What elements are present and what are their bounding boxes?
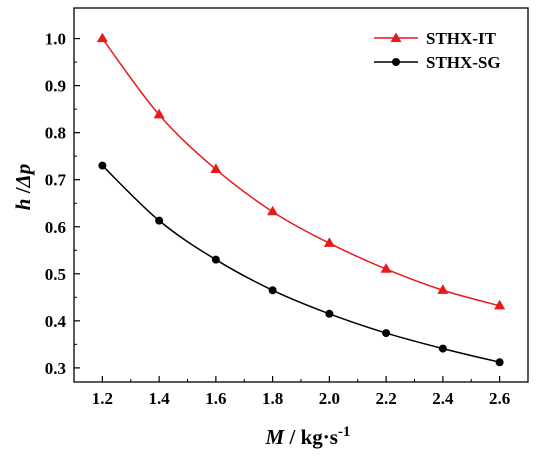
- y-tick-label: 1.0: [45, 30, 66, 49]
- data-point-sthx-sg: [211, 255, 220, 264]
- data-point-sthx-sg: [155, 216, 164, 225]
- y-tick-label: 0.6: [45, 218, 66, 237]
- y-axis-title-slash: /: [11, 186, 35, 198]
- data-point-sthx-sg: [98, 161, 107, 170]
- y-tick-label: 0.9: [45, 77, 66, 96]
- data-point-sthx-it: [210, 163, 222, 173]
- x-tick-label: 1.2: [92, 389, 113, 408]
- data-point-sthx-it: [153, 108, 165, 119]
- legend-marker-sthx-it: [390, 32, 402, 42]
- y-axis-title-delta: Δ: [11, 174, 35, 188]
- y-tick-label: 0.5: [45, 265, 66, 284]
- x-axis-title-sup: -1: [338, 424, 351, 440]
- x-tick-label: 2.0: [319, 389, 340, 408]
- data-point-sthx-sg: [325, 309, 334, 318]
- y-axis-title-var2: p: [11, 164, 35, 177]
- y-axis-title-var: h: [11, 199, 35, 211]
- legend: STHX-IT STHX-SG: [374, 29, 501, 72]
- legend-label-sthx-sg: STHX-SG: [426, 53, 501, 72]
- y-axis-title: h /Δp: [11, 164, 35, 210]
- x-tick-label: 2.2: [376, 389, 397, 408]
- data-point-sthx-it: [380, 263, 392, 273]
- data-point-sthx-it: [323, 237, 335, 247]
- data-point-sthx-it: [437, 284, 449, 294]
- y-tick-label: 0.8: [45, 124, 66, 143]
- legend-item-sthx-sg: STHX-SG: [374, 53, 501, 72]
- data-point-sthx-sg: [438, 344, 447, 353]
- x-axis-ticks: 1.2 1.4 1.6 1.8 2.0 2.2 2.4 2.6: [92, 376, 510, 408]
- legend-item-sthx-it: STHX-IT: [374, 29, 497, 48]
- x-tick-label: 2.6: [489, 389, 510, 408]
- data-point-sthx-it: [494, 299, 506, 310]
- y-axis-ticks: 0.3 0.4 0.5 0.6 0.7 0.8 0.9 1.0: [45, 30, 80, 378]
- x-tick-label: 2.4: [432, 389, 454, 408]
- x-tick-label: 1.8: [262, 389, 283, 408]
- data-point-sthx-it: [267, 205, 279, 216]
- x-tick-label: 1.6: [205, 389, 226, 408]
- x-axis-title-units: / kg·s: [284, 425, 338, 449]
- axes: 1.2 1.4 1.6 1.8 2.0 2.2 2.4 2.6 0.3 0.4 0.5 0.6 0.7…: [45, 7, 529, 408]
- data-point-sthx-it: [96, 32, 108, 43]
- data-point-sthx-sg: [382, 329, 391, 338]
- x-axis-title-var: M: [265, 425, 286, 449]
- legend-label-sthx-it: STHX-IT: [426, 29, 497, 48]
- y-tick-label: 0.4: [45, 312, 67, 331]
- plot-area: [96, 32, 506, 367]
- data-point-sthx-sg: [495, 358, 504, 367]
- y-tick-label: 0.7: [45, 171, 67, 190]
- y-tick-label: 0.3: [45, 359, 66, 378]
- data-point-sthx-sg: [268, 286, 277, 295]
- x-tick-label: 1.4: [149, 389, 171, 408]
- legend-marker-sthx-sg: [392, 58, 400, 66]
- x-axis-title: M / kg·s-1: [265, 424, 351, 449]
